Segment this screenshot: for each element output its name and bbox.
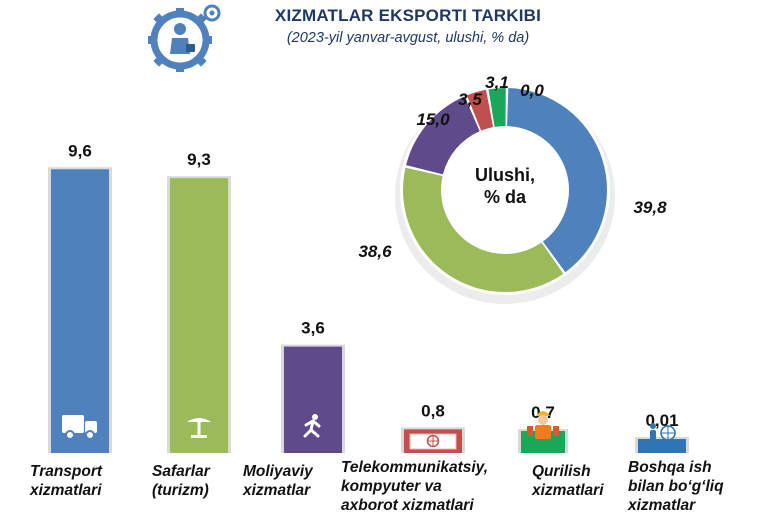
- donut-hole: [443, 128, 567, 252]
- globe-screen-icon: [427, 435, 439, 447]
- donut-value-label: 15,0: [416, 110, 450, 129]
- donut-slice: [488, 88, 506, 127]
- truck-icon: [65, 430, 75, 440]
- bar: [638, 439, 686, 453]
- running-person-icon: [303, 419, 321, 438]
- donut-slice: [466, 89, 494, 131]
- category-label-line: Telekommunikatsiy,: [341, 459, 489, 476]
- truck-icon: [85, 421, 97, 433]
- person-globe-icon: [661, 426, 675, 440]
- category-label-line: xizmatlari: [30, 482, 102, 499]
- category-label-line: (turizm): [152, 482, 209, 499]
- category-label-line: bilan bo‘g‘liq: [628, 478, 724, 495]
- person-globe-icon: [650, 430, 656, 440]
- donut-slice: [403, 167, 564, 292]
- category-label-line: xizmatlar: [628, 497, 696, 514]
- beach-umbrella-icon: [197, 420, 201, 436]
- donut-center-line-2: % da: [483, 187, 526, 207]
- bar-value-label: 9,6: [68, 141, 92, 160]
- category-label-line: axborot xizmatlari: [341, 497, 474, 514]
- construction-worker-icon: [553, 426, 559, 436]
- category-label-line: Transport: [30, 463, 103, 480]
- donut-center-label: Ulushi, % da: [455, 164, 555, 208]
- truck-icon: [62, 415, 84, 433]
- category-label-line: Safarlar: [152, 463, 210, 480]
- bar: [51, 169, 109, 453]
- chart-subtitle: (2023-yil yanvar-avgust, ulushi, % da): [286, 30, 530, 46]
- category-label-line: xizmatlari: [532, 482, 604, 499]
- bar-value-label: 0,8: [421, 401, 445, 420]
- category-label-line: kompyuter va: [341, 478, 442, 495]
- donut-slice: [507, 88, 607, 273]
- bar-value-label: 3,6: [301, 319, 325, 338]
- donut-value-label: 3,1: [485, 73, 509, 92]
- category-label: Boshqa ish bilan bo‘g‘liq xizmatlar: [628, 458, 724, 515]
- category-label-line: Moliyaviy: [243, 463, 313, 480]
- category-label-line: Boshqa ish: [628, 459, 712, 476]
- construction-worker-icon: [536, 411, 550, 416]
- chart-title: XIZMATLAR EKSPORTI TARKIBI: [274, 6, 542, 25]
- running-person-icon: [312, 414, 318, 420]
- category-label: Transport xizmatlari: [30, 462, 102, 500]
- construction-worker-icon: [527, 426, 533, 436]
- beach-umbrella-icon: [191, 435, 207, 438]
- construction-worker-icon: [538, 415, 548, 425]
- donut-value-label: 3,5: [458, 90, 482, 109]
- gear-person-icon: [148, 4, 221, 72]
- bar: [284, 346, 342, 453]
- category-label: Telekommunikatsiy, kompyuter va axborot xi…: [341, 458, 488, 515]
- donut-center-line-1: Ulushi,: [474, 165, 535, 185]
- donut-value-label: 0,0: [520, 81, 544, 100]
- construction-worker-icon: [535, 425, 551, 439]
- category-label-line: xizmatlar: [243, 482, 311, 499]
- donut-slice: [406, 96, 480, 175]
- category-label-line: Qurilish: [532, 463, 591, 480]
- bar-value-label: 9,3: [187, 150, 211, 169]
- donut-value-label: 39,8: [633, 198, 667, 217]
- category-label: Moliyaviy xizmatlar: [243, 462, 313, 500]
- bar: [170, 178, 228, 453]
- donut-value-label: 38,6: [358, 242, 392, 261]
- person-globe-icon: [650, 423, 656, 429]
- category-label: Qurilish xizmatlari: [532, 462, 604, 500]
- bar: [521, 431, 565, 453]
- truck-icon: [85, 430, 95, 440]
- category-label: Safarlar (turizm): [152, 462, 210, 500]
